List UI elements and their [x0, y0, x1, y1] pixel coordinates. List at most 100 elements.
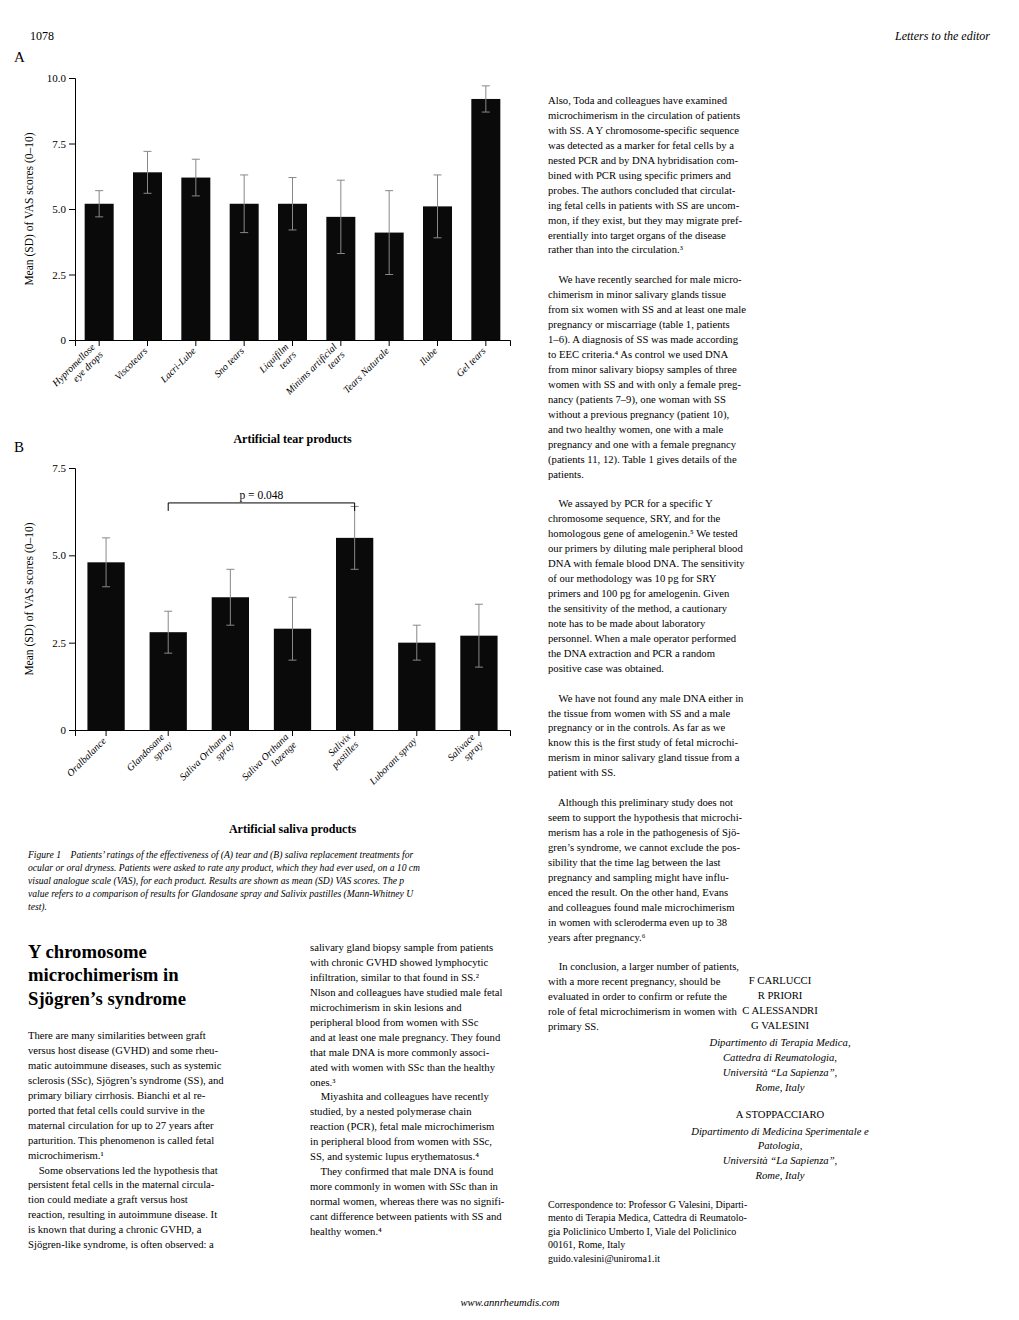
x-tick-mark — [168, 730, 169, 736]
body-text: salivary gland biopsy sample from patien… — [310, 941, 505, 1237]
y-tick: 2.5 — [52, 637, 75, 649]
affiliation-line: Dipartimento di Medicina Sperimentale e — [690, 1125, 869, 1137]
error-bar — [240, 175, 248, 233]
body-text-line: persistent fetal cells in the maternal c… — [28, 1178, 215, 1190]
error-bar — [144, 151, 152, 193]
x-tick-mark — [340, 340, 341, 346]
body-text-line: with chronic GVHD showed lymphocytic — [310, 956, 488, 968]
x-tick-label-line: Viscotears — [112, 345, 149, 382]
journal: Letters to the editor — [894, 29, 990, 43]
body-text-line: matic autoimmune diseases, such as syste… — [28, 1059, 222, 1071]
body-text-line: from minor salivary biopsy samples of th… — [548, 363, 737, 375]
body-text-line: with a more recent pregnancy, should be — [548, 975, 721, 987]
bar — [133, 172, 162, 340]
body-text-line: women with SS and with only a female pre… — [548, 378, 741, 390]
error-bar-cap — [164, 611, 172, 612]
x-tick: Viscotears — [112, 340, 149, 382]
y-tick-label: 0 — [61, 724, 67, 736]
body-text-line: and colleagues found male microchimerism — [548, 901, 735, 913]
body-text-line: healthy women.⁴ — [310, 1225, 382, 1237]
x-tick-label-line: spray — [150, 739, 174, 763]
panel-label: B — [14, 439, 24, 455]
x-tick-label: Salivixpastilles — [321, 731, 361, 771]
figure-caption-line: visual analogue scale (VAS), for each pr… — [28, 875, 404, 887]
article-title-line: Y chromosome — [28, 941, 147, 962]
x-tick-label-line: Gel tears — [454, 345, 488, 379]
x-tick-label: Lacri-Lube — [157, 345, 198, 386]
correspondence-line: 00161, Rome, Italy — [548, 1239, 625, 1250]
error-bar-cap — [337, 180, 345, 181]
y-tick-label: 2.5 — [52, 637, 66, 649]
body-text-line: enced the result. On the other hand, Eva… — [548, 886, 728, 898]
figure-caption-line: ocular or oral dryness. Patients were as… — [28, 862, 420, 873]
y-tick: 0 — [61, 724, 76, 736]
body-text-line: merism has a role in the pathogenesis of… — [548, 826, 740, 838]
x-tick: Tears Naturale — [341, 340, 392, 395]
x-tick-mark — [485, 340, 486, 346]
error-bar-cap — [475, 667, 483, 668]
website-line: www.annrheumdis.com — [460, 1296, 559, 1308]
x-tick-label: Viscotears — [112, 345, 149, 382]
body-text-line: personnel. When a male operator performe… — [548, 632, 737, 644]
x-tick-label-line: pastilles — [328, 739, 360, 771]
y-tick-mark — [69, 144, 75, 145]
error-bar-stem — [99, 191, 100, 217]
x-tick: Liquifilmtears — [256, 340, 298, 383]
correspondence-line: mento di Terapia Medica, Cattedra di Reu… — [548, 1212, 747, 1223]
figure-caption: Figure 1 Patients’ ratings of the effect… — [27, 849, 420, 913]
error-bar-cap — [192, 159, 200, 160]
body-text-line: mon, if they exist, but they may migrate… — [548, 214, 743, 226]
error-bar-stem — [340, 180, 341, 253]
error-bar-stem — [354, 506, 355, 569]
significance-bracket — [168, 503, 354, 511]
body-text-line: sibility that the time lag between the l… — [548, 856, 721, 868]
body-text-line: tion could mediate a graft versus host — [28, 1193, 188, 1205]
y-axis-line — [69, 469, 76, 731]
body-text-line: versus host disease (GVHD) and some rheu… — [28, 1044, 218, 1057]
correspondence-line: guido.valesini@uniroma1.it — [548, 1253, 660, 1264]
authors-line: C ALESSANDRI — [742, 1004, 818, 1016]
y-tick-mark — [69, 275, 75, 276]
x-axis-line — [76, 731, 511, 737]
error-bar-cap — [413, 625, 421, 626]
page-text: 1078Letters to the editorFigure 1 Patien… — [27, 29, 990, 1308]
error-bar-cap — [192, 195, 200, 196]
body-text-line: patient with SS. — [548, 766, 616, 778]
affiliation-line: Università “La Sapienza”, — [723, 1066, 838, 1078]
body-text-line: (patients 11, 12). Table 1 gives details… — [548, 453, 737, 466]
body-text-line: ones.³ — [310, 1076, 335, 1088]
body-text-line: note has to be made about laboratory — [548, 617, 706, 629]
body-text-line: primary SS. — [548, 1020, 599, 1032]
error-bar-cap — [102, 537, 110, 538]
x-tick-label-line: spray — [461, 739, 485, 763]
error-bar — [482, 86, 490, 112]
affiliation: Dipartimento di Medicina Sperimentale eP… — [690, 1125, 869, 1182]
y-tick-mark — [69, 555, 75, 556]
error-bar-cap — [289, 660, 297, 661]
x-tick-mark — [292, 340, 293, 346]
chart: 02.55.07.5OralbalanceGlandosanespraySali… — [14, 439, 511, 836]
error-bar — [351, 506, 359, 569]
x-tick: Sno tears — [212, 340, 246, 379]
authors: F CARLUCCIR PRIORIC ALESSANDRIG VALESINI — [742, 974, 818, 1031]
chart: 02.55.07.510.0Hypromelloseeye dropsVisco… — [14, 49, 511, 446]
y-tick-mark — [69, 209, 75, 210]
error-bar-cap — [95, 190, 103, 191]
x-tick-label-line: tears — [276, 349, 298, 371]
page: 02.55.07.510.0Hypromelloseeye dropsVisco… — [0, 0, 1019, 1320]
x-tick-label-line: eye drops — [70, 349, 105, 384]
body-text-line: from six women with SS and at least one … — [548, 303, 746, 315]
body-text-line: parturition. This phenomenon is called f… — [28, 1134, 214, 1146]
body-text-line: DNA with female blood DNA. The sensitivi… — [548, 557, 745, 569]
error-bar-cap — [95, 216, 103, 217]
body-text-line: role of fetal microchimerism in women wi… — [548, 1005, 737, 1017]
bar — [85, 204, 114, 340]
error-bar-cap — [337, 253, 345, 254]
error-bar-stem — [147, 151, 148, 193]
plot-area — [87, 506, 497, 730]
body-text-line: positive case was obtained. — [548, 662, 664, 674]
body-text-line: peripheral blood from women with SSc — [310, 1016, 479, 1028]
error-bar-stem — [416, 625, 417, 660]
body-text-line: chimerism in minor salivary glands tissu… — [548, 288, 726, 300]
error-bar-cap — [385, 274, 393, 275]
